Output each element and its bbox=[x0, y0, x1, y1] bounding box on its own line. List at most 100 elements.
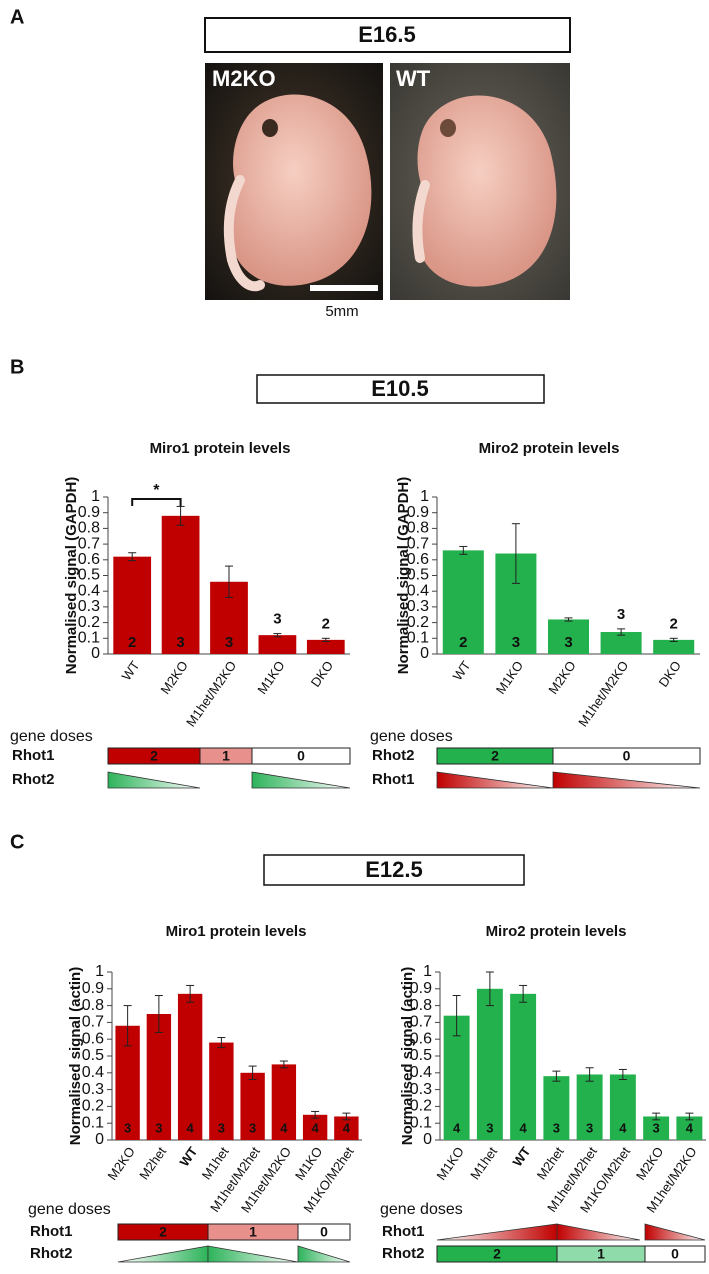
y-tick-label: 0.9 bbox=[78, 504, 100, 521]
gene-name: Rhot1 bbox=[12, 747, 55, 764]
error-bar bbox=[342, 1112, 351, 1121]
error-bar bbox=[617, 628, 626, 636]
y-axis-label: Normalised signal (actin) bbox=[67, 967, 84, 1145]
dose-label: 2 bbox=[493, 1246, 501, 1262]
stage-box bbox=[263, 854, 525, 886]
gene-doses-title: gene doses bbox=[370, 728, 453, 745]
y-tick-label: 0.7 bbox=[78, 535, 100, 552]
significance-label: * bbox=[153, 482, 160, 499]
bar bbox=[443, 1015, 470, 1140]
dose-segment bbox=[644, 1245, 706, 1263]
error-bar bbox=[123, 1005, 132, 1047]
bar bbox=[334, 1116, 359, 1140]
error-bar bbox=[552, 1070, 561, 1082]
y-tick-label: 1 bbox=[95, 963, 104, 980]
dose-label: 0 bbox=[320, 1224, 328, 1240]
y-tick-label: 1 bbox=[420, 488, 429, 505]
y-tick-label: 0.1 bbox=[78, 630, 100, 647]
y-tick-label: 0.9 bbox=[410, 980, 432, 997]
y-tick-label: 0.2 bbox=[82, 1098, 104, 1115]
error-bar bbox=[248, 1065, 257, 1081]
photo bbox=[205, 63, 383, 300]
x-tick-label: M2het bbox=[136, 1144, 169, 1183]
chart-title: Miro1 protein levels bbox=[150, 440, 291, 457]
error-bar bbox=[321, 637, 330, 642]
chart-title: Miro2 protein levels bbox=[479, 440, 620, 457]
bar bbox=[676, 1116, 703, 1140]
sample-size-label: 3 bbox=[225, 634, 233, 651]
dose-ramp bbox=[297, 1245, 351, 1263]
y-axis-label: Normalised signal (GAPDH) bbox=[395, 477, 412, 675]
bar bbox=[209, 1042, 234, 1140]
error-bar bbox=[128, 552, 137, 562]
dose-label: 2 bbox=[491, 748, 499, 764]
bar bbox=[609, 1074, 636, 1140]
x-tick-label: WT bbox=[510, 1144, 534, 1169]
y-tick-label: 0.4 bbox=[407, 582, 429, 599]
y-tick-label: 0 bbox=[423, 1131, 432, 1148]
error-bar bbox=[564, 617, 573, 622]
y-tick-label: 0.8 bbox=[410, 997, 432, 1014]
bar bbox=[547, 619, 590, 654]
bar bbox=[653, 639, 695, 654]
error-bar bbox=[519, 984, 528, 1003]
bar bbox=[306, 639, 345, 654]
sample-size-label: 3 bbox=[176, 634, 184, 651]
y-tick-label: 0.3 bbox=[78, 598, 100, 615]
error-bar bbox=[652, 1112, 661, 1121]
error-bar bbox=[186, 984, 195, 1003]
sample-size-label: 3 bbox=[273, 611, 281, 628]
error-bar bbox=[459, 545, 468, 555]
y-tick-label: 0.1 bbox=[407, 630, 429, 647]
y-tick-label: 0.8 bbox=[82, 997, 104, 1014]
bar bbox=[161, 515, 200, 654]
gene-doses-title: gene doses bbox=[10, 728, 93, 745]
gene-name: Rhot2 bbox=[382, 1245, 425, 1262]
x-tick-label: M1KO bbox=[433, 1144, 466, 1183]
dose-ramp bbox=[251, 771, 351, 789]
y-tick-label: 0.1 bbox=[410, 1114, 432, 1131]
x-tick-label: M1KO bbox=[254, 658, 287, 697]
error-bar bbox=[585, 1067, 594, 1082]
sample-size-label: 2 bbox=[322, 615, 330, 632]
sample-size-label: 4 bbox=[520, 1120, 528, 1135]
bar bbox=[442, 550, 484, 654]
bar bbox=[643, 1116, 670, 1140]
error-bar bbox=[273, 633, 282, 638]
sample-size-label: 3 bbox=[564, 634, 572, 651]
sample-size-label: 3 bbox=[249, 1120, 256, 1135]
bar bbox=[258, 635, 297, 654]
bar bbox=[177, 993, 203, 1140]
y-tick-label: 0.6 bbox=[410, 1030, 432, 1047]
y-tick-label: 1 bbox=[423, 963, 432, 980]
dose-ramp bbox=[552, 771, 701, 789]
bar bbox=[543, 1076, 570, 1140]
stage-title: E10.5 bbox=[371, 376, 429, 401]
dose-segment bbox=[297, 1223, 351, 1241]
error-bar bbox=[452, 995, 461, 1037]
sample-size-label: 3 bbox=[586, 1120, 593, 1135]
error-bar bbox=[511, 523, 520, 584]
x-tick-label: M1het/M2KO bbox=[575, 658, 631, 729]
x-tick-label: M1het bbox=[467, 1144, 500, 1183]
dose-ramp bbox=[556, 1223, 641, 1241]
y-tick-label: 0.3 bbox=[407, 598, 429, 615]
sample-size-label: 2 bbox=[459, 634, 467, 651]
dose-ramp bbox=[207, 1245, 299, 1263]
sample-size-label: 4 bbox=[619, 1120, 627, 1135]
gene-doses-title: gene doses bbox=[28, 1201, 111, 1218]
sample-size-label: 3 bbox=[218, 1120, 225, 1135]
dose-ramp bbox=[117, 1245, 209, 1263]
bar bbox=[271, 1064, 297, 1140]
y-tick-label: 0.2 bbox=[410, 1098, 432, 1115]
y-tick-label: 0.2 bbox=[407, 614, 429, 631]
sample-size-label: 4 bbox=[187, 1120, 195, 1135]
y-tick-label: 0.3 bbox=[82, 1081, 104, 1098]
dose-label: 2 bbox=[159, 1224, 167, 1240]
sample-size-label: 3 bbox=[617, 606, 625, 623]
sample-size-label: 3 bbox=[486, 1120, 493, 1135]
sample-size-label: 3 bbox=[155, 1120, 162, 1135]
error-bar bbox=[485, 971, 494, 1007]
sample-size-label: 3 bbox=[124, 1120, 131, 1135]
dose-label: 0 bbox=[671, 1246, 679, 1262]
